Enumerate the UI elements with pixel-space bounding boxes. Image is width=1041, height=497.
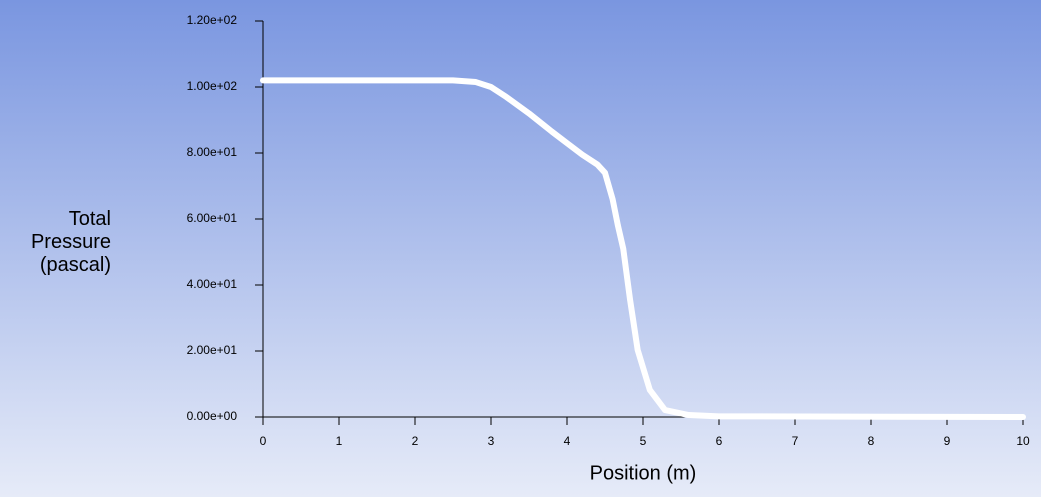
y-tick-label: 1.00e+02	[187, 79, 238, 93]
y-tick-label: 6.00e+01	[187, 211, 238, 225]
y-tick-label: 1.20e+02	[187, 13, 238, 27]
y-axis-label: Total Pressure (pascal)	[30, 208, 111, 276]
x-tick-label: 6	[716, 434, 723, 448]
y-tick-label: 4.00e+01	[187, 277, 238, 291]
x-tick-label: 0	[260, 434, 267, 448]
x-tick-label: 8	[868, 434, 875, 448]
x-tick-label: 2	[412, 434, 419, 448]
x-tick-label: 1	[336, 434, 343, 448]
x-tick-label: 4	[564, 434, 571, 448]
y-tick-label: 8.00e+01	[187, 145, 238, 159]
x-tick-label: 3	[488, 434, 495, 448]
x-tick-label: 5	[640, 434, 647, 448]
y-tick-label: 0.00e+00	[187, 409, 238, 423]
y-tick-label: 2.00e+01	[187, 343, 238, 357]
x-tick-label: 10	[1016, 434, 1030, 448]
x-axis-label: Position (m)	[590, 462, 697, 484]
x-tick-label: 9	[944, 434, 951, 448]
data-line	[260, 77, 1026, 420]
x-tick-label: 7	[792, 434, 799, 448]
